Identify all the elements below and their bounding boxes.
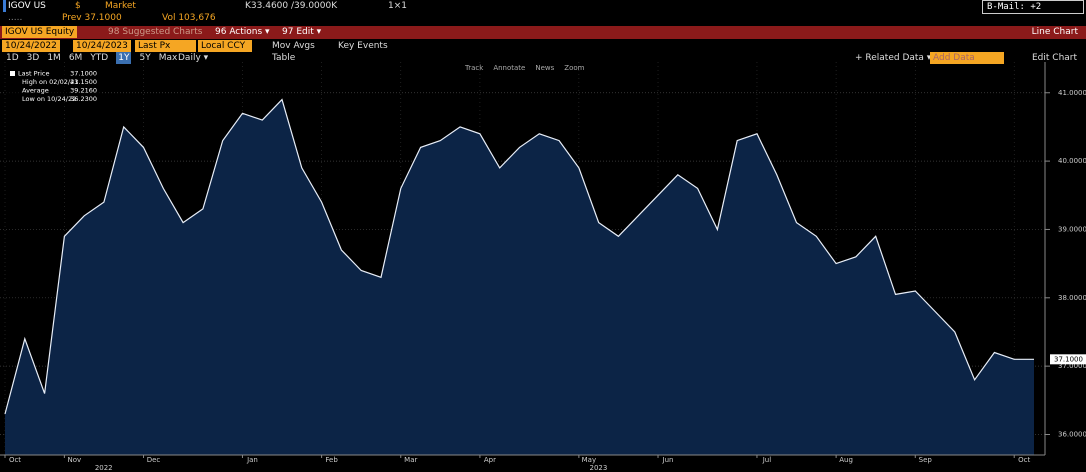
menu-bar: IGOV US Equity 98 Suggested Charts 96 Ac… — [0, 26, 1086, 39]
x-tick-label: Feb — [325, 456, 338, 464]
security[interactable]: IGOV US Equity — [2, 26, 78, 38]
chart-tool[interactable]: Zoom — [564, 64, 585, 72]
volume: Vol 103,676 — [162, 13, 216, 23]
range-button[interactable]: 5Y — [139, 53, 151, 63]
key-events[interactable]: Key Events — [338, 41, 388, 51]
area — [5, 99, 1034, 455]
ranges: 1D 3D 1M 6M YTD 1Y 5Y Max — [6, 52, 185, 64]
view: Line Chart — [1031, 27, 1078, 37]
x-tick-label: Oct — [9, 456, 21, 464]
x-tick-label: May — [582, 456, 596, 464]
range-row: 1D 3D 1M 6M YTD 1Y 5Y Max Daily ▾ Table + Relat… — [0, 52, 1086, 64]
period[interactable]: Daily ▾ — [178, 53, 209, 63]
range-button[interactable]: 3D — [26, 53, 40, 63]
x-tick-label: Sep — [919, 456, 933, 464]
legend-label: Average — [22, 87, 49, 95]
year-label: 2022 — [95, 464, 113, 472]
legend-label: High on 02/02/23 — [22, 78, 78, 86]
chart-tool[interactable]: News — [535, 64, 555, 72]
ticker: IGOV US — [3, 0, 46, 12]
year-label: 2023 — [590, 464, 608, 472]
related[interactable]: + Related Data ▾ — [855, 53, 932, 63]
x-tick-label: Aug — [839, 456, 853, 464]
legend-value: 39.2160 — [70, 87, 97, 95]
x-tick-label: Dec — [147, 456, 161, 464]
quote: K33.4600 /39.0000K — [245, 1, 338, 11]
header-row-2: ..... Prev 37.1000 Vol 103,676 — [0, 12, 1086, 25]
x-tick-label: Oct — [1018, 456, 1030, 464]
legend-bg — [6, 67, 100, 104]
prev: Prev 37.1000 — [62, 13, 122, 23]
line — [4, 98, 1034, 415]
last-tag-bg — [1050, 354, 1086, 365]
ccy[interactable]: Local CCY — [198, 40, 252, 52]
chart-tool[interactable]: Track — [465, 64, 484, 72]
y-tick-label: 40.0000 — [1058, 157, 1086, 165]
header-row: IGOV US $ Market K33.4600 /39.0000K 1×1 … — [0, 0, 1086, 14]
range-button[interactable]: YTD — [90, 53, 109, 63]
size: 1×1 — [388, 1, 407, 11]
legend-label: Last Price — [18, 70, 49, 78]
x-tick-label: Jun — [662, 456, 674, 464]
legend-label: Low on 10/24/22 — [22, 95, 76, 103]
dots: ..... — [8, 13, 23, 23]
end-date[interactable]: 10/24/2023 — [73, 40, 131, 52]
x-tick-label: Jul — [762, 456, 772, 464]
mov-avgs[interactable]: Mov Avgs — [272, 41, 315, 51]
mail[interactable]: B-Mail: +2 — [982, 0, 1084, 14]
y-tick-label: 38.0000 — [1058, 294, 1086, 302]
chart-tool[interactable]: Annotate — [493, 64, 526, 72]
range-button[interactable]: 1Y — [116, 52, 132, 64]
start-date[interactable]: 10/24/2022 — [2, 40, 60, 52]
edit-chart[interactable]: Edit Chart — [1032, 53, 1078, 63]
legend-value: 41.1500 — [70, 78, 97, 86]
y-tick-label: 37.0000 — [1058, 362, 1086, 370]
legend-value: 36.2300 — [70, 95, 97, 103]
range-button[interactable]: 1M — [47, 53, 61, 63]
range-button[interactable]: Max — [158, 53, 178, 63]
x-tick-label: Nov — [68, 456, 82, 464]
legend-swatch — [10, 71, 15, 76]
x-tick-label: Apr — [484, 456, 496, 464]
currency: $ — [75, 1, 81, 11]
range-button[interactable]: 6M — [68, 53, 83, 63]
range-button[interactable]: 1D — [6, 53, 19, 63]
table[interactable]: Table — [272, 53, 296, 63]
field[interactable]: Last Px — [135, 40, 196, 52]
legend-value: 37.1000 — [70, 70, 97, 78]
control-row: 10/24/2022 10/24/2023 Last Px Local CCY … — [0, 40, 1086, 52]
y-tick-label: 36.0000 — [1058, 430, 1086, 438]
market: Market — [105, 1, 136, 11]
suggested[interactable]: 98 Suggested Charts — [108, 27, 203, 37]
last-tag: 37.1000 — [1054, 355, 1083, 363]
y-tick-label: 41.0000 — [1058, 89, 1086, 97]
x-tick-label: Jan — [246, 456, 258, 464]
y-tick-label: 39.0000 — [1058, 225, 1086, 233]
actions[interactable]: 96 Actions ▾ — [215, 27, 270, 37]
chart-tools: Track Annotate News Zoom — [465, 62, 594, 74]
x-tick-label: Mar — [404, 456, 417, 464]
edit[interactable]: 97 Edit ▾ — [282, 27, 322, 37]
add-data[interactable]: Add Data — [930, 52, 1004, 64]
